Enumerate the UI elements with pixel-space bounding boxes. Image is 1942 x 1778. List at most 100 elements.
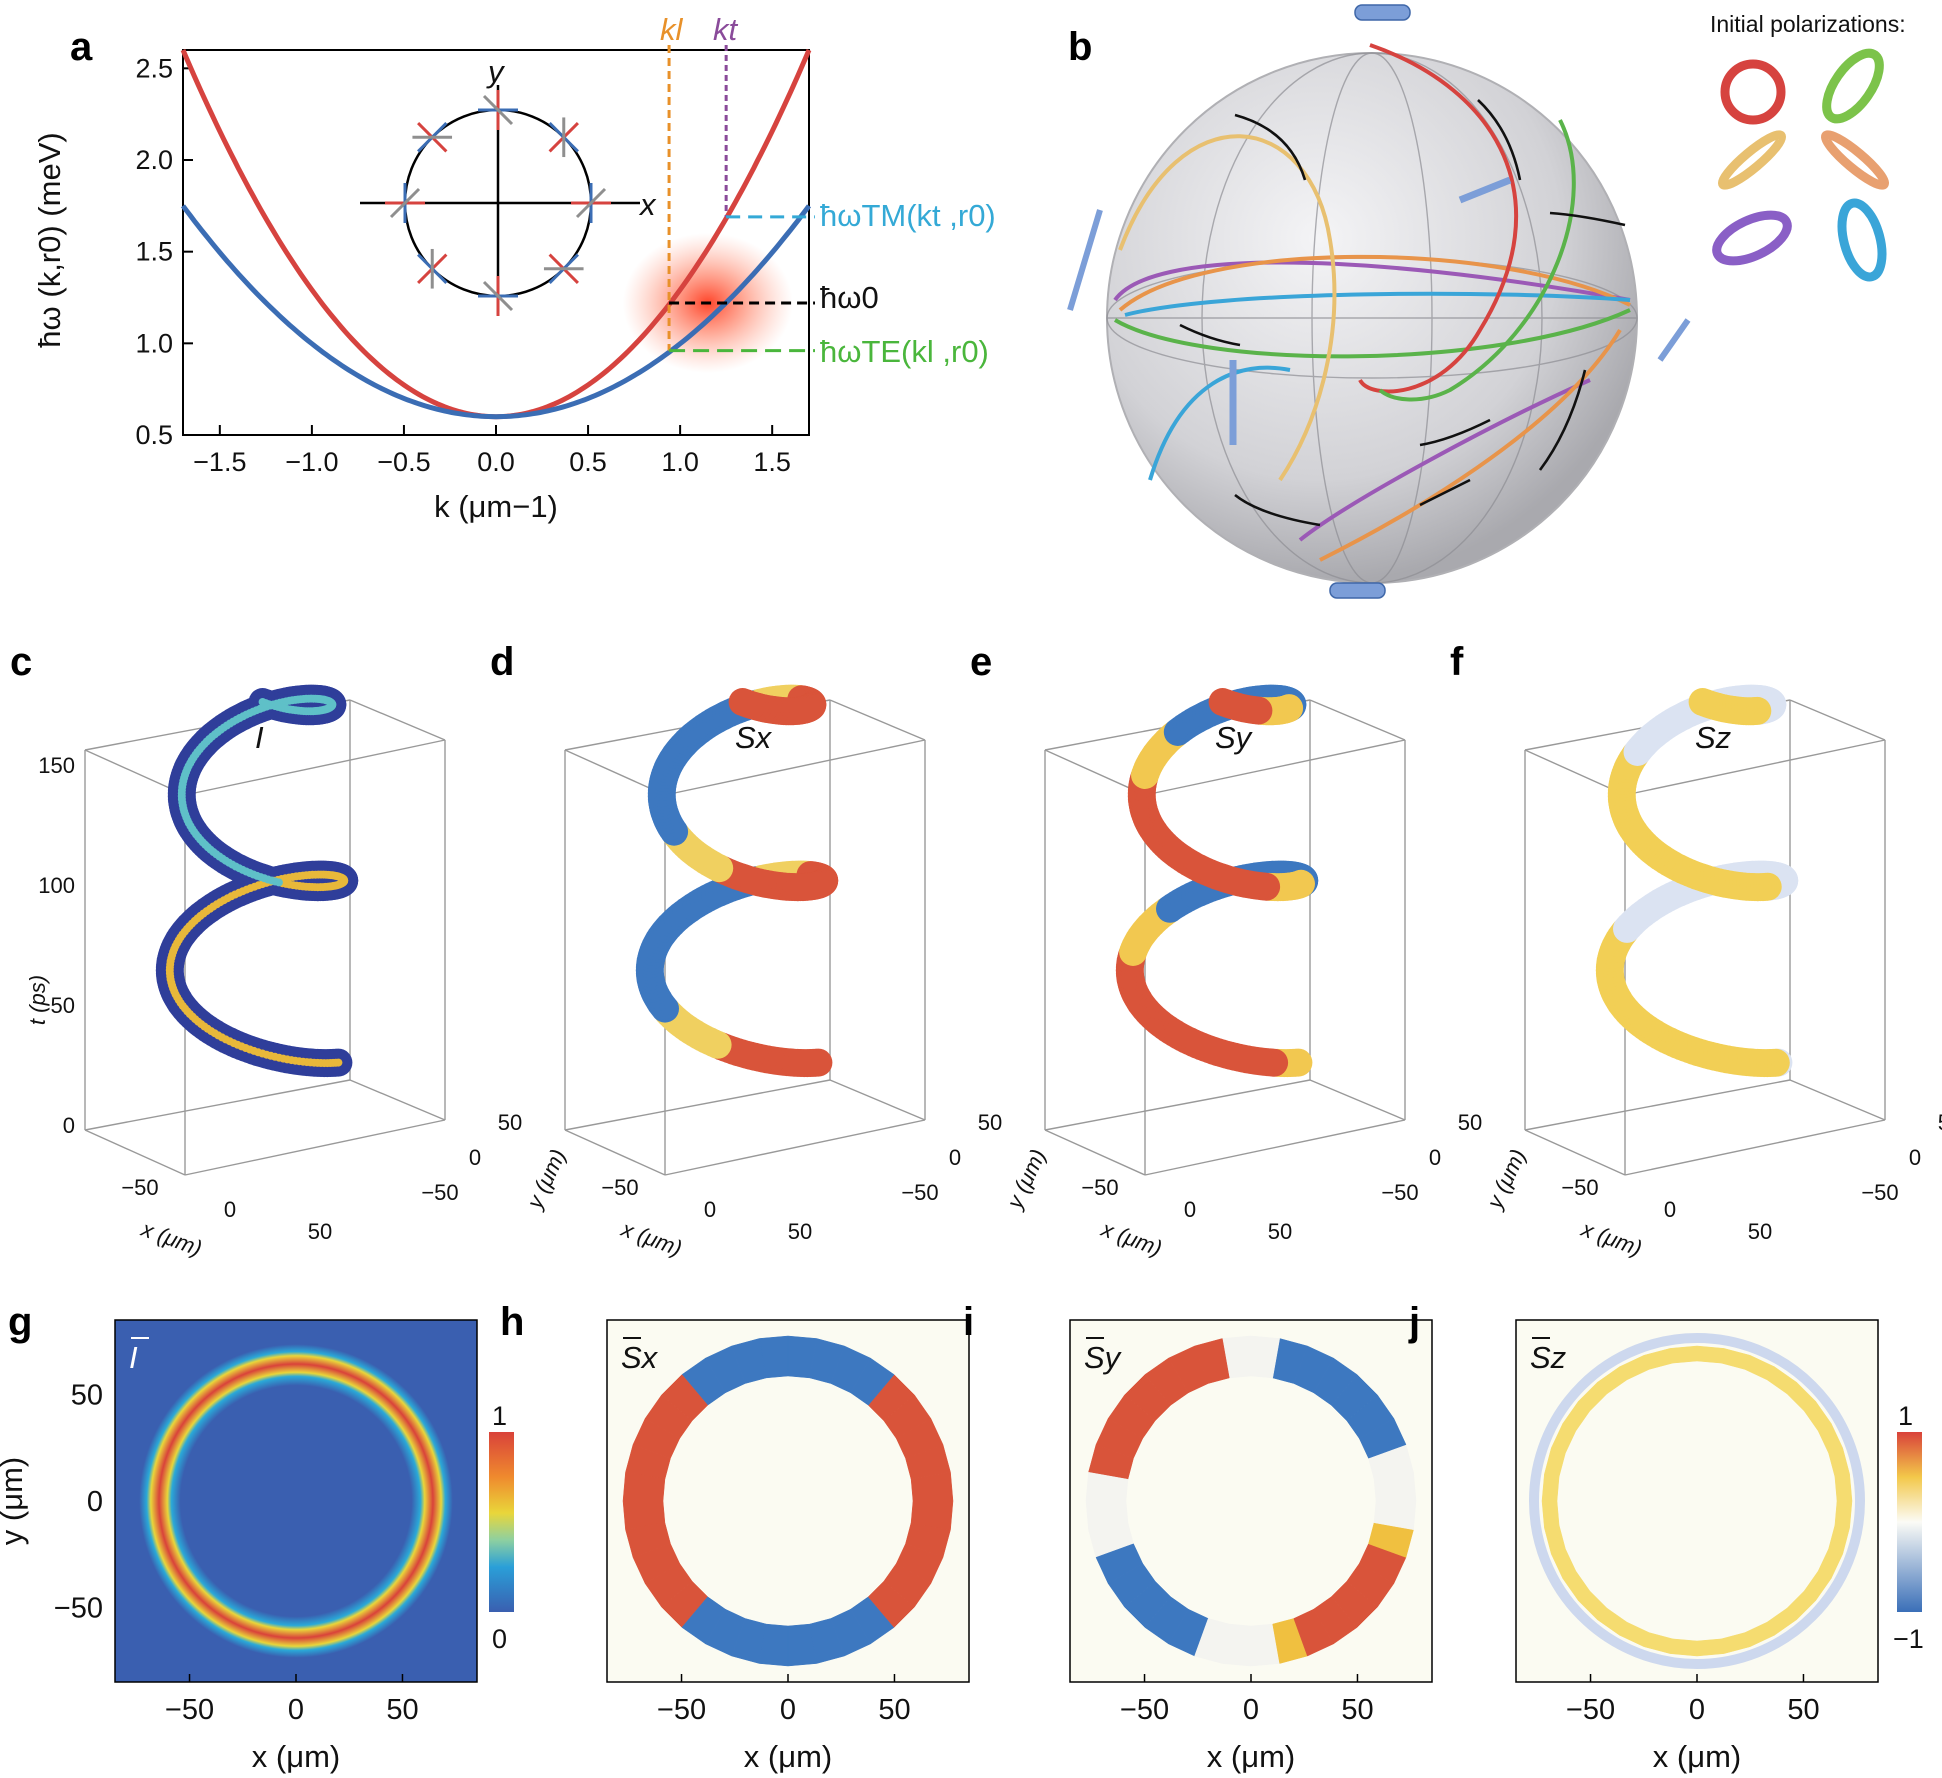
te-energy-label: ħωTE(kl ,r0) <box>820 334 989 369</box>
colorbar-intensity <box>489 1432 514 1612</box>
colorbar-top-label: 1 <box>492 1401 507 1431</box>
flow-arrows <box>1179 99 1626 527</box>
tick-group-a: −1.5 −1.0 −0.5 0.0 0.5 1.0 1.5 0.5 1.0 1.5 2.0 2.5 <box>135 53 790 477</box>
box-edge <box>1309 699 1406 741</box>
polarization-inset: x y <box>360 54 657 316</box>
inset-x-label: x <box>638 187 657 222</box>
box-edge <box>1044 1079 1311 1131</box>
box-wireframe <box>1044 699 1406 1176</box>
helix-panels: c I 0 50 100 150 t (ps) −50 0 50 50 0 −50 x (μm) y (μm… <box>10 640 1942 1261</box>
y-axis-label-a: ħω (k,r0) (meV) <box>32 132 67 347</box>
x-tick-label: 0 <box>1689 1694 1705 1726</box>
box-edge <box>564 1079 831 1131</box>
colorbar-top-label: 1 <box>1898 1401 1913 1431</box>
x-tick-label: −1.5 <box>193 447 246 477</box>
map-title-g: I <box>129 1340 138 1375</box>
y-tick-label: 0 <box>1909 1145 1921 1170</box>
w0-energy-label: ħω0 <box>820 280 879 315</box>
panel-label-d: d <box>490 640 514 684</box>
y-tick-label: −50 <box>1861 1180 1898 1205</box>
y-tick-label: 0.5 <box>135 420 173 450</box>
y-tick-label: 0 <box>1429 1145 1441 1170</box>
panel-label-e: e <box>970 640 992 684</box>
y-tick-label: 2.0 <box>135 145 173 175</box>
panel-label-g: g <box>8 1300 32 1344</box>
x-tick-label: 0.0 <box>477 447 515 477</box>
y-tick-label: 1.0 <box>135 328 173 358</box>
ring-segment <box>1696 1345 1725 1364</box>
helix-tube <box>635 684 839 1078</box>
box-edge <box>84 1129 186 1176</box>
x-tick-label: 1.5 <box>753 447 791 477</box>
y-tick-label: −50 <box>1381 1180 1418 1205</box>
x-tick-label: −0.5 <box>377 447 430 477</box>
panel-label-b: b <box>1068 25 1092 69</box>
x-tick-label: −50 <box>165 1694 214 1726</box>
map-frame <box>1515 1319 1879 1683</box>
helix-title-c: I <box>255 720 264 755</box>
ring-segment <box>1373 1500 1417 1530</box>
box-edge <box>1144 1119 1406 1176</box>
legend-purple-ellipse <box>1712 210 1792 266</box>
map-panel-h: h Sx −50 0 50 x (μm) <box>500 1300 970 1774</box>
legend-orange-ellipse <box>1820 130 1890 190</box>
x-axis-label: x (μm) <box>1207 1739 1295 1774</box>
ring-segment <box>1541 1473 1560 1502</box>
x-axis-label-a: k (μm−1) <box>434 489 558 524</box>
x-axis-label: x (μm) <box>744 1739 832 1774</box>
x-tick-label: 50 <box>1268 1219 1292 1244</box>
y-tick-label: 50 <box>1938 1110 1942 1135</box>
x-axis-label: x (μm) <box>617 1216 685 1261</box>
y-tick-label: 50 <box>498 1110 522 1135</box>
inset-y-label: y <box>486 54 506 89</box>
helix-segment <box>1688 688 1717 716</box>
polarization-arrow <box>575 187 607 219</box>
box-edge <box>1524 1079 1791 1131</box>
x-tick-label: 50 <box>386 1694 418 1726</box>
y-axis-label: y (μm) <box>1481 1145 1531 1214</box>
map-frame <box>606 1319 970 1683</box>
polarization-arrow <box>389 187 421 219</box>
x-tick-label: 50 <box>308 1219 332 1244</box>
x-axis-label: x (μm) <box>137 1216 205 1261</box>
ring-segment <box>1669 1345 1698 1364</box>
helix-tube <box>1115 684 1319 1078</box>
box-edge <box>1309 1079 1406 1121</box>
x-tick-label: 50 <box>1341 1694 1373 1726</box>
helix-panel-f: f Sz −50 0 50 50 0 −50 x (μm) y (μm) <box>1450 640 1942 1261</box>
x-tick-label: 0 <box>288 1694 304 1726</box>
x-axis-label: x (μm) <box>252 1739 340 1774</box>
kl-label: kl <box>660 12 684 47</box>
box-edge <box>1624 739 1886 796</box>
helix-title-d: Sx <box>735 720 773 755</box>
ring-segment <box>1669 1638 1698 1657</box>
x-tick-label: −50 <box>657 1694 706 1726</box>
polarization-arrow <box>482 280 514 312</box>
helix-title-e: Sy <box>1215 720 1254 755</box>
map-title-i: Sy <box>1084 1340 1123 1375</box>
y-tick-label: −50 <box>54 1592 103 1624</box>
box-edge <box>829 699 926 741</box>
box-edge <box>564 1129 666 1176</box>
box-edge <box>84 1079 351 1131</box>
panel-label-a: a <box>70 25 93 69</box>
polarization-arrows <box>1067 4 1691 599</box>
box-edge <box>664 739 926 796</box>
y-tick-label: 50 <box>71 1380 103 1412</box>
wavevector-markers <box>667 45 815 353</box>
y-tick-label: 2.5 <box>135 53 173 83</box>
map-title-j: Sz <box>1530 1340 1567 1375</box>
x-tick-label: 0.5 <box>569 447 607 477</box>
x-tick-label: −1.0 <box>285 447 338 477</box>
map-panel-j: j Sz −50 0 50 x (μm) 1 −1 <box>1408 1300 1924 1774</box>
inset-arrows <box>385 90 611 316</box>
panel-label-c: c <box>10 640 32 684</box>
y-axis-label: y (μm) <box>1001 1145 1051 1214</box>
y-tick-label: −50 <box>421 1180 458 1205</box>
box-edge <box>1624 1119 1886 1176</box>
polarization-legend <box>1712 48 1890 282</box>
x-tick-label: 50 <box>1787 1694 1819 1726</box>
helix-panel-d: d Sx −50 0 50 50 0 −50 x (μm) y (μm) <box>490 640 1051 1261</box>
x-tick-label: −50 <box>1561 1175 1598 1200</box>
